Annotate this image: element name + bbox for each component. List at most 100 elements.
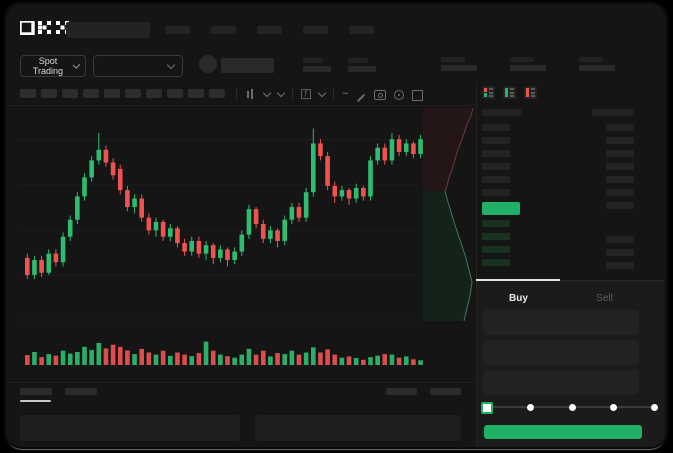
ticker-stats-left: [303, 58, 376, 72]
ticker-stat-placeholder: [441, 57, 477, 71]
bottom-tabs: [20, 388, 97, 395]
book-row-placeholder: [606, 163, 634, 170]
chart-settings-icon[interactable]: [394, 90, 405, 100]
order-input-placeholder[interactable]: [483, 310, 639, 335]
bid-row-placeholder[interactable]: [482, 259, 510, 266]
nav-item-placeholder[interactable]: [211, 26, 236, 34]
stat-line: [441, 65, 477, 71]
stat-line: [510, 65, 546, 71]
stat-line: [348, 58, 368, 63]
top-nav: [165, 26, 374, 34]
nav-item-placeholder[interactable]: [303, 26, 328, 34]
market-type-selector[interactable]: Spot Trading: [20, 55, 86, 77]
orderbook-bid-rows: [482, 220, 510, 266]
chevron-down-icon[interactable]: [276, 88, 286, 97]
ticker-stats-right: [441, 57, 615, 71]
interval-button-placeholder[interactable]: [125, 89, 141, 98]
bottom-tab-placeholder[interactable]: [20, 388, 52, 395]
ask-row-placeholder[interactable]: [482, 124, 510, 131]
orderbook-header-right-placeholder: [592, 109, 634, 116]
panel-divider: [476, 82, 477, 447]
bid-row-placeholder[interactable]: [482, 233, 510, 240]
draw-tool-icon[interactable]: [357, 93, 366, 103]
slider-dot[interactable]: [568, 404, 576, 411]
bottom-tab-placeholder[interactable]: [65, 388, 97, 395]
interval-button-placeholder[interactable]: [188, 89, 204, 98]
order-form-inputs: [483, 310, 639, 395]
book-row-placeholder: [606, 249, 634, 256]
interval-button-placeholder[interactable]: [83, 89, 99, 98]
ask-row-placeholder[interactable]: [482, 150, 510, 157]
interval-button-placeholder[interactable]: [167, 89, 183, 98]
separator: [292, 88, 293, 100]
separator: [236, 88, 237, 100]
tab-buy[interactable]: Buy: [509, 293, 528, 304]
market-type-label: Spot Trading: [32, 56, 64, 76]
slider-dot[interactable]: [527, 404, 535, 411]
amount-slider: [481, 400, 658, 415]
nav-item-placeholder[interactable]: [257, 26, 282, 34]
interval-button-placeholder[interactable]: [209, 89, 225, 98]
price-chart[interactable]: [18, 108, 478, 376]
book-row-placeholder: [606, 236, 634, 243]
nav-item-placeholder[interactable]: [349, 26, 374, 34]
line-chart-icon[interactable]: ~: [342, 87, 349, 100]
bottom-link-placeholder[interactable]: [386, 388, 417, 395]
chevron-down-icon[interactable]: [262, 88, 272, 97]
ticker-stat-placeholder: [579, 57, 615, 71]
coin-icon: [199, 55, 217, 73]
candle-type-icon[interactable]: [245, 88, 256, 100]
ask-row-placeholder[interactable]: [482, 189, 510, 196]
bottom-link-placeholder[interactable]: [430, 388, 461, 395]
stat-line: [303, 58, 323, 63]
separator: [333, 88, 334, 100]
buy-button[interactable]: [484, 425, 642, 439]
interval-button-placeholder[interactable]: [104, 89, 120, 98]
bid-row-placeholder[interactable]: [482, 246, 510, 253]
bottom-panel-placeholder: [20, 415, 240, 441]
ticker-stat-placeholder: [510, 57, 546, 71]
book-row-placeholder: [606, 150, 634, 157]
book-asks-icon[interactable]: [524, 86, 537, 99]
book-row-placeholder: [606, 176, 634, 183]
chevron-down-icon: [72, 60, 81, 69]
interval-button-placeholder[interactable]: [62, 89, 78, 98]
screenshot-icon[interactable]: [374, 90, 387, 100]
orderbook-header-left-placeholder: [482, 109, 522, 116]
okx-logo: [20, 21, 69, 35]
indicators-icon[interactable]: ƒ: [301, 89, 311, 99]
book-row-placeholder: [606, 137, 634, 144]
ask-row-placeholder[interactable]: [482, 163, 510, 170]
tab-sell[interactable]: Sell: [596, 293, 613, 304]
slider-dot[interactable]: [481, 401, 493, 414]
book-row-placeholder: [606, 202, 634, 209]
nav-item-placeholder[interactable]: [165, 26, 190, 34]
ticker-stat-placeholder: [348, 58, 376, 72]
stat-line: [579, 57, 603, 62]
order-input-placeholder[interactable]: [483, 370, 639, 395]
interval-button-placeholder[interactable]: [20, 89, 36, 98]
interval-buttons: [20, 89, 225, 98]
book-row-placeholder: [606, 189, 634, 196]
header-title-placeholder: [66, 22, 150, 38]
bid-row-placeholder[interactable]: [482, 220, 510, 227]
interval-button-placeholder[interactable]: [41, 89, 57, 98]
ask-row-placeholder[interactable]: [482, 176, 510, 183]
bottom-links: [386, 388, 461, 395]
fullscreen-icon[interactable]: [412, 89, 424, 101]
pair-selector-dropdown[interactable]: [93, 55, 183, 77]
chart-toolbar-icons: ƒ ~: [236, 87, 424, 103]
order-input-placeholder[interactable]: [483, 340, 639, 365]
ask-row-placeholder[interactable]: [482, 137, 510, 144]
book-combined-icon[interactable]: [482, 86, 495, 99]
last-price-badge[interactable]: [482, 202, 520, 215]
interval-button-placeholder[interactable]: [146, 89, 162, 98]
stat-line: [441, 57, 465, 62]
slider-dot[interactable]: [609, 404, 617, 411]
chart-bottom-divider: [6, 382, 476, 383]
chevron-down-icon[interactable]: [317, 88, 327, 97]
stat-line: [348, 66, 376, 72]
slider-dot[interactable]: [651, 404, 658, 411]
app-window: Spot Trading ƒ ~: [6, 4, 666, 447]
book-bids-icon[interactable]: [503, 86, 516, 99]
